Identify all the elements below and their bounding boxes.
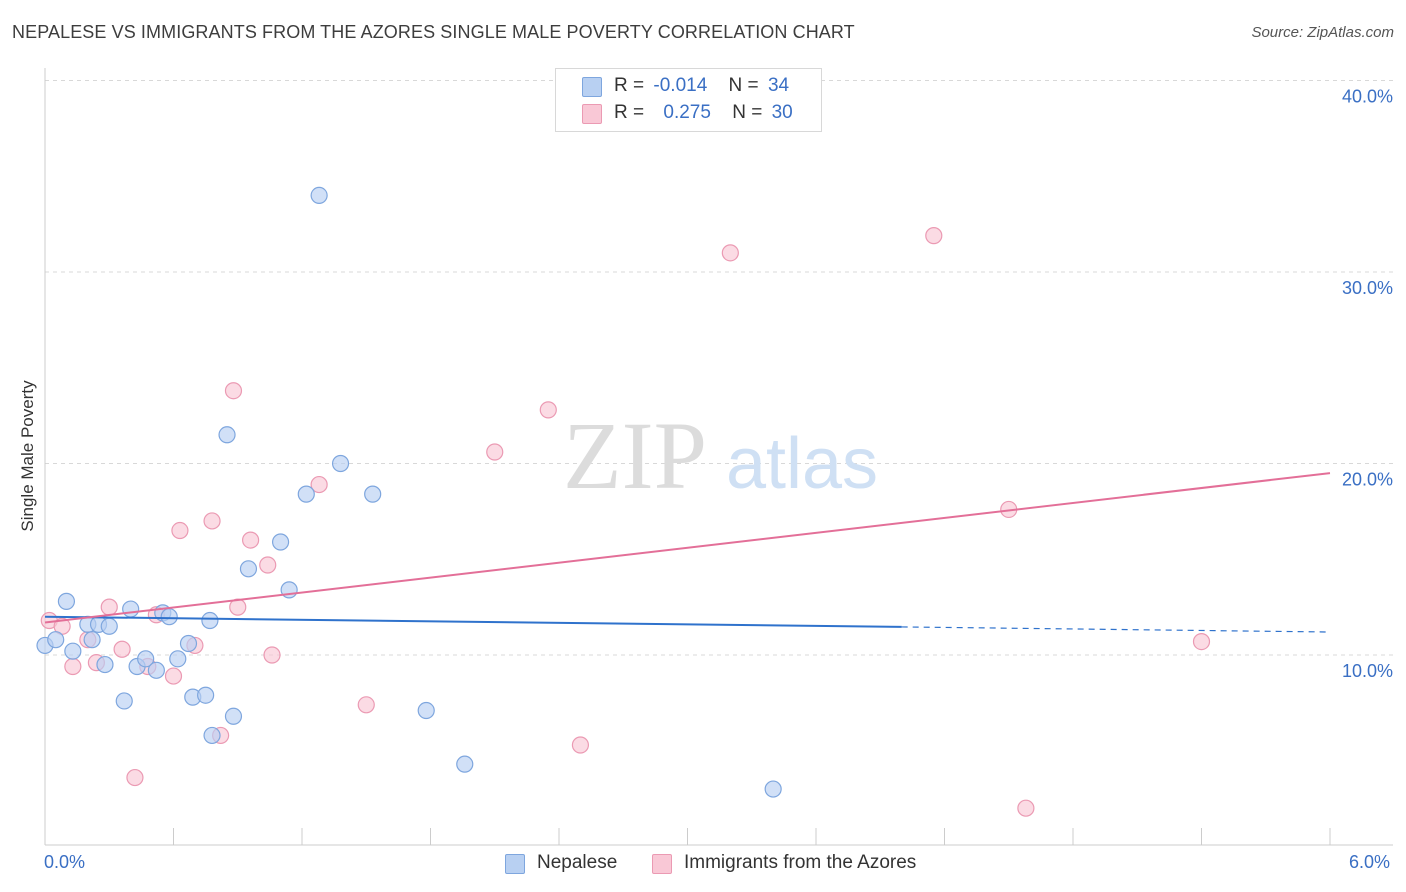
nepalese-point bbox=[169, 650, 187, 668]
axes bbox=[44, 68, 1393, 846]
nepalese-point bbox=[122, 600, 140, 618]
nepalese-point bbox=[271, 533, 290, 551]
r-label: R = bbox=[614, 75, 645, 96]
nepalese-point bbox=[47, 631, 65, 649]
watermark-zip: ZIP bbox=[563, 402, 707, 509]
nepalese-point bbox=[64, 642, 82, 660]
series-legend: Nepalese Immigrants from the Azores bbox=[0, 852, 1406, 876]
azores-point bbox=[242, 531, 260, 549]
nepalese-point bbox=[218, 426, 236, 444]
nepalese-point bbox=[179, 634, 198, 653]
nepalese-swatch bbox=[582, 77, 602, 97]
nepalese-point bbox=[96, 655, 114, 674]
azores-point bbox=[571, 736, 590, 754]
nepalese-point bbox=[100, 617, 118, 635]
n-value-nepalese: 34 bbox=[767, 75, 790, 96]
n-value-azores: 30 bbox=[771, 102, 793, 123]
azores-point bbox=[64, 657, 82, 676]
nepalese-swatch bbox=[505, 854, 525, 874]
y-tick-label: 40.0% bbox=[1342, 87, 1393, 107]
azores-swatch bbox=[652, 854, 672, 874]
azores-point bbox=[224, 382, 243, 400]
watermark-atlas: atlas bbox=[726, 424, 878, 504]
nepalese-point bbox=[147, 661, 165, 679]
y-tick-label: 30.0% bbox=[1342, 278, 1393, 298]
nepalese-point bbox=[197, 686, 215, 704]
azores-point bbox=[126, 768, 144, 787]
nepalese-point bbox=[239, 560, 258, 578]
nepalese-point bbox=[456, 755, 474, 773]
x-tick-label-max: 6.0% bbox=[1349, 852, 1391, 872]
stats-legend: R = -0.014 N = 34 R = 0.275 N = 30 bbox=[555, 68, 822, 132]
nepalese-point bbox=[417, 701, 435, 720]
nepalese-trendline-extrapolated bbox=[901, 626, 1331, 633]
legend-label-azores: Immigrants from the Azores bbox=[684, 852, 917, 873]
nepalese-point bbox=[57, 592, 76, 610]
nepalese-point bbox=[115, 692, 133, 710]
azores-point bbox=[100, 598, 118, 616]
azores-point bbox=[164, 667, 183, 685]
r-value-azores: 0.275 bbox=[663, 102, 711, 123]
points-immigrants-azores bbox=[40, 227, 1211, 817]
trendlines bbox=[44, 472, 1331, 633]
nepalese-point bbox=[224, 707, 243, 725]
azores-point bbox=[357, 696, 375, 714]
y-tick-label: 10.0% bbox=[1342, 661, 1393, 681]
nepalese-point bbox=[160, 608, 178, 626]
azores-swatch bbox=[582, 104, 602, 124]
r-value-nepalese: -0.014 bbox=[653, 75, 708, 96]
nepalese-point bbox=[137, 650, 155, 668]
azores-point bbox=[203, 512, 221, 530]
azores-point bbox=[1017, 799, 1035, 817]
y-tick-label: 20.0% bbox=[1342, 470, 1393, 490]
azores-point bbox=[721, 244, 739, 262]
chart-title: NEPALESE VS IMMIGRANTS FROM THE AZORES S… bbox=[12, 22, 855, 42]
nepalese-point bbox=[310, 186, 328, 204]
azores-point bbox=[310, 475, 328, 494]
nepalese-point bbox=[203, 726, 221, 745]
nepalese-point bbox=[201, 611, 219, 630]
azores-point bbox=[925, 227, 943, 245]
azores-point bbox=[259, 556, 277, 574]
r-label: R = bbox=[614, 102, 645, 123]
azores-point bbox=[171, 521, 189, 540]
azores-point bbox=[263, 646, 281, 664]
legend-label-nepalese: Nepalese bbox=[537, 852, 618, 873]
azores-point bbox=[486, 443, 504, 461]
nepalese-point bbox=[364, 485, 382, 503]
n-label: N = bbox=[732, 102, 763, 123]
azores-point bbox=[1192, 632, 1211, 651]
azores-trendline bbox=[44, 472, 1331, 624]
azores-point bbox=[539, 401, 557, 419]
points-nepalese bbox=[36, 186, 782, 798]
nepalese-point bbox=[83, 631, 101, 649]
y-tick-labels: 10.0% 20.0% 30.0% 40.0% bbox=[1342, 87, 1393, 682]
nepalese-point bbox=[764, 780, 782, 798]
n-label: N = bbox=[728, 75, 759, 96]
nepalese-trendline bbox=[44, 615, 902, 628]
nepalese-point bbox=[331, 454, 350, 473]
nepalese-point bbox=[297, 485, 315, 503]
azores-point bbox=[113, 640, 131, 658]
watermark: ZIP atlas bbox=[563, 402, 878, 509]
x-tick-label-min: 0.0% bbox=[44, 852, 86, 872]
source-label: Source: ZipAtlas.com bbox=[1251, 24, 1394, 41]
